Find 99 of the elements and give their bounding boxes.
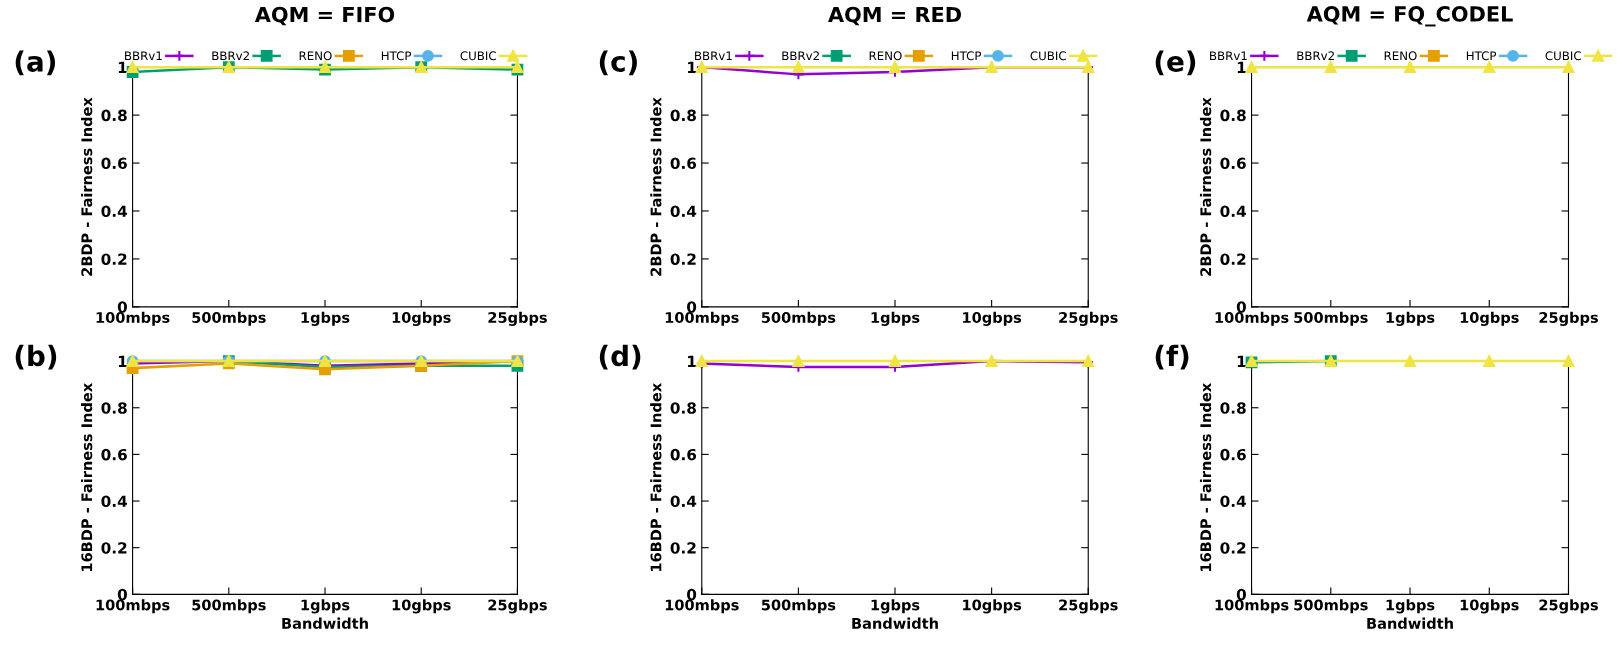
y-tick-label: 0.2 [670, 542, 696, 554]
legend-label: BBRv1 [125, 51, 162, 61]
legend-label: BBRv2 [212, 51, 249, 61]
y-tick-label: 0 [687, 301, 697, 313]
x-tick-label: 1gbps [871, 599, 920, 614]
y-tick-label: 0.4 [101, 495, 128, 508]
x-tick-label: 1gbps [1386, 599, 1435, 614]
y-tick-label: 1 [1237, 61, 1246, 73]
legend-label: RENO [869, 51, 902, 61]
y-tick-label: 0.2 [101, 542, 127, 554]
legend-label: HTCP [381, 51, 412, 61]
x-tick-label: 100mbps [96, 599, 170, 614]
x-tick-label: 1gbps [301, 599, 350, 614]
y-tick-label: 0.2 [101, 253, 127, 265]
y-tick-label: 0 [1236, 301, 1246, 313]
y-tick-label: 0.4 [1220, 495, 1246, 508]
x-tick-label: 100mbps [665, 599, 739, 614]
text: (b) [15, 344, 57, 370]
text: (a) [15, 50, 56, 76]
y-tick-label: 0.8 [670, 402, 696, 414]
x-tick-label: 500mbps [192, 311, 266, 326]
x-tick-label: 25gbps [1059, 599, 1118, 614]
y-tick-label: 1 [118, 355, 127, 367]
legend-label: CUBIC [1545, 51, 1581, 61]
y-axis-title: 2BDP - Fairness Index [650, 97, 662, 276]
y-tick-label: 0.4 [1220, 205, 1246, 218]
y-tick-label: 1 [1237, 355, 1246, 367]
x-axis-title: Bandwidth [1367, 617, 1453, 629]
x-tick-label: 500mbps [761, 599, 836, 614]
x-tick-label: 10gbps [963, 599, 1022, 614]
x-tick-label: 10gbps [1460, 599, 1519, 614]
x-tick-label: 1gbps [1386, 311, 1435, 326]
y-tick-label: 0 [1236, 588, 1246, 601]
y-tick-label: 0 [117, 588, 127, 601]
text: (e) [1155, 50, 1196, 76]
y-tick-label: 0.2 [1220, 542, 1246, 554]
chart-title: AQM = FQ_CODEL [1306, 6, 1513, 27]
legend-label: RENO [299, 51, 332, 61]
y-tick-label: 0.8 [670, 109, 696, 122]
x-tick-label: 10gbps [963, 311, 1022, 326]
y-axis-title: 16BDP - Fairness Index [81, 383, 93, 571]
x-tick-label: 25gbps [1539, 311, 1598, 326]
x-tick-label: 10gbps [392, 311, 451, 326]
y-tick-label: 0.8 [1220, 402, 1246, 414]
text: (f) [1155, 344, 1189, 370]
legend-label: CUBIC [460, 51, 496, 61]
y-tick-label: 1 [688, 355, 696, 367]
x-tick-label: 500mbps [1294, 599, 1368, 614]
legend-label: BBRv2 [782, 51, 819, 61]
y-tick-label: 0.6 [1220, 157, 1246, 170]
text: (c) [599, 50, 637, 76]
legend-label: BBRv1 [695, 51, 732, 61]
y-axis-title: 2BDP - Fairness Index [81, 97, 93, 276]
x-tick-label: 100mbps [665, 311, 739, 326]
x-axis-title: Bandwidth [282, 617, 368, 629]
x-tick-label: 10gbps [392, 599, 451, 614]
y-tick-label: 0.8 [101, 402, 127, 414]
y-tick-label: 0.6 [670, 448, 697, 461]
y-axis-title: 2BDP - Fairness Index [1199, 97, 1212, 276]
x-tick-label: 25gbps [488, 311, 547, 326]
legend-label: CUBIC [1030, 51, 1066, 61]
y-tick-label: 0.6 [1220, 448, 1246, 461]
legend-label: BBRv1 [1210, 51, 1247, 61]
x-tick-label: 500mbps [192, 599, 266, 614]
legend-label: RENO [1384, 51, 1417, 61]
y-tick-label: 0.8 [1220, 109, 1246, 122]
x-tick-label: 100mbps [96, 311, 170, 326]
chart-title: AQM = RED [828, 6, 961, 26]
y-tick-label: 0.6 [101, 157, 127, 170]
y-tick-label: 0 [687, 588, 697, 601]
y-tick-label: 0.2 [1220, 253, 1246, 265]
x-tick-label: 500mbps [761, 311, 836, 326]
legend-label: HTCP [951, 51, 982, 61]
y-tick-label: 1 [688, 61, 696, 73]
x-tick-label: 100mbps [1215, 311, 1289, 326]
y-tick-label: 0.4 [670, 205, 697, 218]
chart-title: AQM = FIFO [254, 6, 395, 26]
y-axis-title: 16BDP - Fairness Index [650, 383, 662, 571]
legend-label: BBRv2 [1297, 51, 1334, 61]
x-tick-label: 10gbps [1460, 311, 1519, 326]
y-tick-label: 0 [117, 301, 127, 313]
x-tick-label: 100mbps [1215, 599, 1289, 614]
x-tick-label: 500mbps [1294, 311, 1368, 326]
y-tick-label: 0.8 [101, 109, 127, 122]
y-tick-label: 1 [118, 61, 127, 73]
y-tick-label: 0.4 [101, 205, 128, 218]
legend-label: HTCP [1466, 51, 1497, 61]
x-tick-label: 25gbps [1059, 311, 1118, 326]
y-tick-label: 0.2 [670, 253, 696, 265]
x-tick-label: 1gbps [871, 311, 920, 326]
x-tick-label: 25gbps [1539, 599, 1598, 614]
y-tick-label: 0.6 [101, 448, 127, 461]
y-tick-label: 0.6 [670, 157, 697, 170]
y-axis-title: 16BDP - Fairness Index [1199, 383, 1212, 571]
y-tick-label: 0.4 [670, 495, 697, 508]
text: (d) [599, 344, 641, 370]
x-tick-label: 1gbps [301, 311, 350, 326]
x-axis-title: Bandwidth [852, 617, 938, 629]
x-tick-label: 25gbps [488, 599, 547, 614]
